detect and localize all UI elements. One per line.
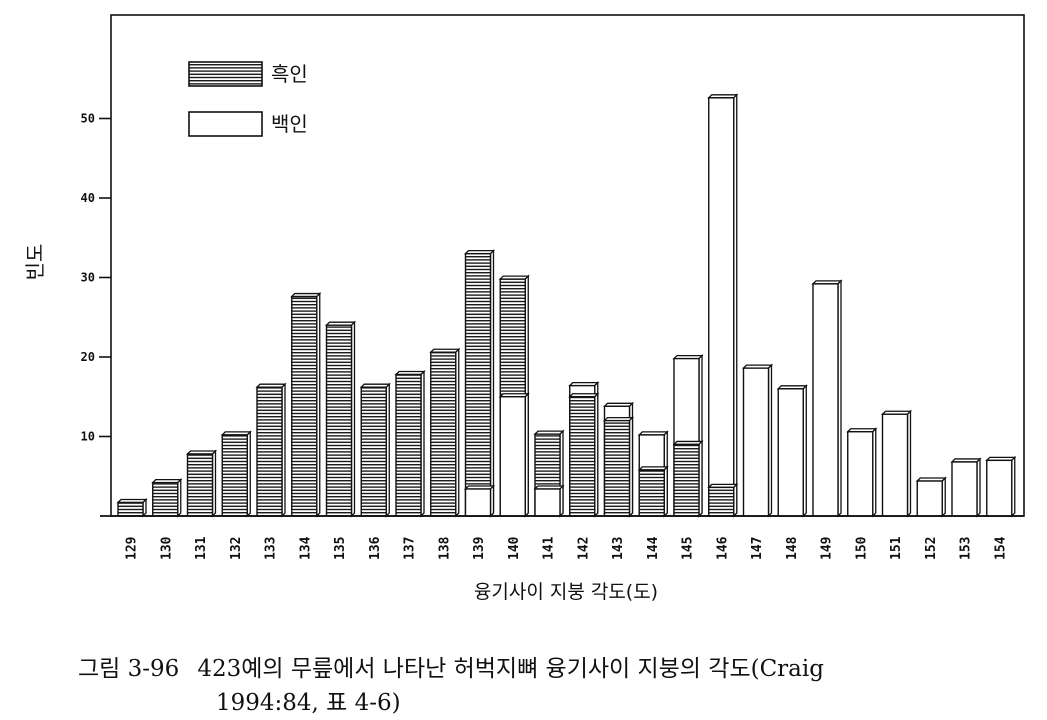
bar-white-152 (915, 476, 947, 518)
y-tick-label: 10 (81, 430, 95, 444)
bar-white-148 (776, 384, 808, 518)
x-tick-label: 136 (368, 536, 383, 560)
x-tick-label: 142 (576, 537, 591, 560)
x-tick-label: 139 (472, 537, 487, 560)
bar-black-131 (185, 449, 218, 518)
y-axis: 10 20 30 40 50 (81, 112, 111, 444)
y-tick-label: 20 (81, 350, 95, 364)
x-tick-label: 131 (194, 536, 209, 560)
caption-line-1: 423예의 무릎에서 나타난 허벅지뼈 융기사이 지붕의 각도(Craig (197, 656, 824, 682)
bar-black-135 (324, 320, 357, 518)
bar-white-147 (741, 363, 774, 518)
x-tick-label: 137 (403, 537, 418, 560)
caption-line-2: 1994:84, 표 4-6) (216, 690, 401, 716)
bar-white-140 (498, 392, 530, 518)
x-tick-label: 133 (264, 537, 279, 560)
x-tick-label: 144 (646, 536, 661, 560)
bar-black-134 (290, 292, 322, 518)
y-axis-label: 빈도 (23, 244, 47, 281)
bar-black-142 (568, 392, 600, 518)
bars (100, 93, 1024, 518)
x-tick-label: 135 (333, 537, 348, 560)
legend-label: 백인 (271, 112, 308, 136)
x-tick-label: 141 (542, 536, 557, 560)
x-tick-labels: 129 130 131 132 133 134 135 136 137 138 139 140 141 1… (125, 536, 1009, 560)
x-tick-label: 132 (229, 537, 244, 560)
bar-black-129 (116, 497, 148, 518)
x-tick-label: 129 (125, 537, 140, 560)
y-tick-label: 40 (81, 191, 95, 205)
bar-black-130 (151, 478, 183, 518)
bar-black-144 (637, 465, 669, 518)
x-tick-label: 138 (437, 536, 452, 560)
bar-black-136 (359, 382, 391, 518)
bar-white-146 (707, 93, 739, 518)
bar-black-132 (220, 430, 252, 518)
bar-white-151 (880, 409, 913, 518)
bar-white-139 (463, 484, 496, 518)
x-tick-label: 153 (959, 537, 974, 560)
x-tick-label: 145 (681, 537, 696, 560)
bar-white-153 (950, 457, 982, 518)
bar-white-149 (811, 279, 843, 518)
x-tick-label: 146 (715, 536, 730, 560)
x-tick-label: 154 (993, 536, 1008, 560)
x-tick-label: 148 (785, 536, 800, 560)
legend-item: 흑인 (188, 61, 308, 87)
legend-swatch (188, 61, 263, 87)
bar-black-145 (672, 439, 704, 518)
x-tick-label: 152 (924, 537, 939, 560)
x-tick-label: 140 (507, 536, 522, 560)
x-tick-label: 150 (854, 536, 869, 560)
figure-number: 그림 3-96 (78, 656, 180, 682)
x-tick-label: 134 (298, 536, 313, 560)
bar-black-146 (707, 482, 739, 518)
bar-black-137 (394, 369, 426, 518)
legend-item: 백인 (188, 111, 308, 137)
x-axis-label: 융기사이 지붕 각도(도) (474, 581, 658, 603)
y-tick-label: 30 (81, 271, 95, 285)
bar-black-133 (255, 382, 287, 518)
legend-label: 흑인 (271, 62, 308, 86)
chart: 10 20 30 40 50 129 130 131 132 133 134 135 136 137 13… (23, 14, 1025, 603)
figure-caption: 그림 3-96 423예의 무릎에서 나타난 허벅지뼈 융기사이 지붕의 각도(C… (78, 652, 824, 720)
legend-swatch (188, 111, 263, 137)
bar-black-143 (602, 416, 635, 518)
y-tick-label: 50 (81, 112, 95, 126)
bar-black-139 (463, 249, 496, 518)
x-tick-label: 130 (159, 536, 174, 560)
bar-black-138 (429, 347, 461, 518)
bar-white-150 (846, 427, 878, 518)
x-tick-label: 151 (889, 536, 904, 560)
x-tick-label: 149 (820, 537, 835, 560)
x-tick-label: 147 (750, 537, 765, 560)
x-tick-label: 143 (611, 537, 626, 560)
bar-white-154 (985, 455, 1017, 518)
bar-white-141 (533, 484, 565, 518)
